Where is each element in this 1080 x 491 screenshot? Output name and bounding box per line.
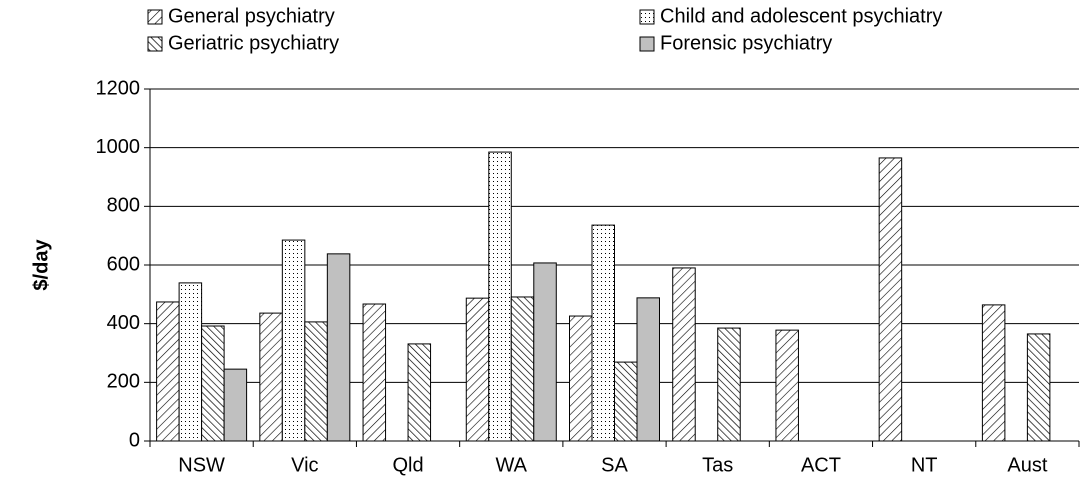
x-tick-label: Vic [291, 454, 318, 476]
bar [591, 224, 615, 442]
bar [259, 312, 283, 442]
y-tick-label: 200 [107, 371, 140, 393]
legend-swatch [147, 36, 163, 52]
x-tick-label: Qld [392, 454, 423, 476]
bar [362, 303, 387, 442]
legend-label: General psychiatry [168, 5, 335, 27]
bar [223, 368, 248, 442]
y-tick-label: 400 [107, 312, 140, 334]
bar [510, 296, 535, 442]
bar [569, 315, 593, 442]
x-tick-label: SA [601, 454, 628, 476]
x-tick-label: NT [911, 454, 938, 476]
legend-swatch [639, 36, 655, 52]
bar [672, 267, 696, 442]
x-tick-label: Tas [702, 454, 733, 476]
legend-label: Forensic psychiatry [660, 32, 832, 54]
x-tick-label: ACT [801, 454, 841, 476]
bar [775, 329, 799, 442]
bar [407, 343, 432, 442]
bar [717, 327, 741, 442]
x-tick-label: Aust [1007, 454, 1047, 476]
bar [178, 282, 203, 442]
y-axis-label: $/day [30, 239, 52, 291]
bar [326, 253, 351, 442]
bar [533, 262, 557, 442]
x-tick-label: NSW [178, 454, 225, 476]
legend-swatch [147, 9, 163, 25]
y-tick-label: 600 [107, 253, 140, 275]
bar [281, 239, 306, 442]
y-tick-label: 0 [129, 429, 140, 451]
bar [304, 321, 328, 442]
legend-swatch [639, 9, 655, 25]
bar [878, 157, 903, 442]
bar [156, 301, 180, 442]
y-tick-label: 1200 [96, 77, 141, 99]
y-tick-label: 800 [107, 195, 140, 217]
bar [1026, 333, 1051, 442]
bar [201, 325, 225, 442]
bar [465, 297, 490, 442]
bar [636, 297, 660, 442]
y-tick-label: 1000 [96, 136, 141, 158]
legend-label: Child and adolescent psychiatry [660, 5, 942, 27]
bar [614, 361, 638, 442]
bar [981, 304, 1006, 442]
x-tick-label: WA [496, 454, 528, 476]
legend-label: Geriatric psychiatry [168, 32, 339, 54]
bar [488, 151, 512, 442]
